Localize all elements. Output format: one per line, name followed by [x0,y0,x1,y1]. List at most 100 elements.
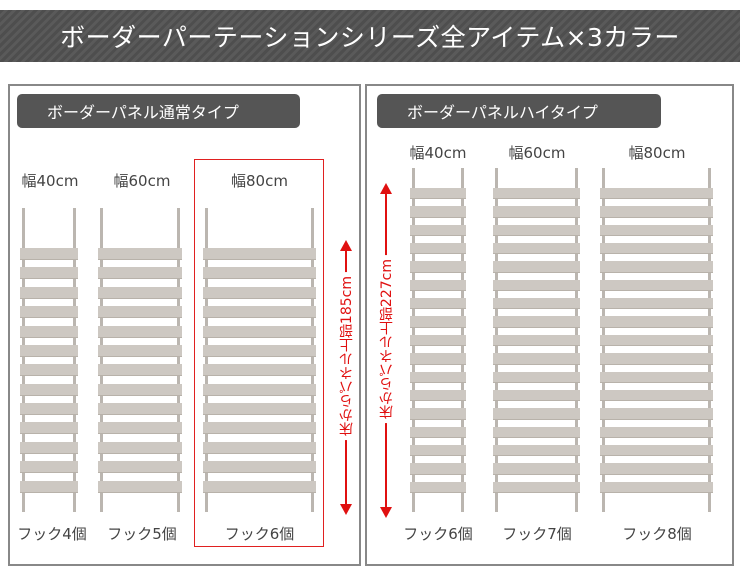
slat [600,188,713,200]
slat [98,325,182,338]
pole [205,208,208,512]
hook-count-label: フック8個 [622,525,692,543]
slat [600,206,713,218]
slat [203,403,316,416]
pole [100,208,103,512]
slat [410,389,466,402]
slat [20,325,78,338]
slat [493,188,580,200]
slat [493,389,580,402]
slat [493,334,580,347]
panel-illustration [493,168,580,512]
height-note: 床からパネル上部185cm [337,272,357,441]
slat [410,408,466,420]
slat [600,243,713,255]
title-banner: ボーダーパーテーションシリーズ全アイテム×3カラー [0,10,740,62]
width-label: 幅80cm [628,144,686,162]
slat [203,480,316,493]
slat [600,334,713,347]
width-label: 幅60cm [508,144,566,162]
slat [493,298,580,310]
slat [410,243,466,255]
slat [493,481,580,494]
width-label: 幅40cm [409,144,467,162]
slat [203,364,316,377]
pole [22,208,25,512]
slat [410,224,466,237]
hook-count-label: フック6個 [403,525,473,543]
high-type-heading: ボーダーパネルハイタイプ [377,94,661,128]
slat [493,224,580,237]
slat [600,481,713,494]
slat [493,444,580,457]
normal-type-section [8,84,361,566]
pole [311,208,314,512]
slat [98,364,182,377]
slat [410,463,466,475]
highlight-frame [194,159,324,547]
slat [410,334,466,347]
hook-count-label: フック7個 [502,525,572,543]
slat [600,426,713,438]
slat [493,371,580,383]
slat [493,353,580,365]
slat [98,461,182,474]
slat [493,243,580,255]
slat [493,261,580,273]
panel-illustration [203,208,316,512]
slat [410,316,466,328]
slat [493,316,580,328]
panel-illustration [600,168,713,512]
slat [600,316,713,328]
slat [493,279,580,292]
slat [20,344,78,357]
width-label: 幅60cm [113,172,171,190]
slat [600,279,713,292]
panel-illustration [410,168,466,512]
slat [410,353,466,365]
slat [203,267,316,280]
slat [493,408,580,420]
slat [98,286,182,299]
slat [600,408,713,420]
slat [98,267,182,280]
slat [98,248,182,261]
slat [20,364,78,377]
slat [410,261,466,273]
slat [600,261,713,273]
slat [493,426,580,438]
slat [20,422,78,435]
slat [98,306,182,319]
slat [20,267,78,280]
hook-count-label: フック4個 [17,525,87,543]
slat [600,463,713,475]
slat [203,248,316,261]
slat [600,224,713,237]
pole [73,208,76,512]
slat [98,344,182,357]
slat [600,371,713,383]
pole [177,208,180,512]
panel-illustration [20,208,78,512]
hook-count-label: フック6個 [224,525,295,543]
slat [203,383,316,396]
slat [410,481,466,494]
height-note: 床からパネル上部227cm [377,255,397,424]
slat [203,325,316,338]
slat [203,344,316,357]
slat [98,480,182,493]
normal-type-heading: ボーダーパネル通常タイプ [17,94,300,128]
slat [20,383,78,396]
slat [20,461,78,474]
width-label: 幅80cm [231,172,288,190]
slat [20,480,78,493]
slat [203,461,316,474]
slat [203,441,316,454]
slat [410,371,466,383]
slat [410,279,466,292]
slat [20,248,78,261]
slat [410,298,466,310]
slat [600,353,713,365]
slat [410,206,466,218]
slat [493,463,580,475]
